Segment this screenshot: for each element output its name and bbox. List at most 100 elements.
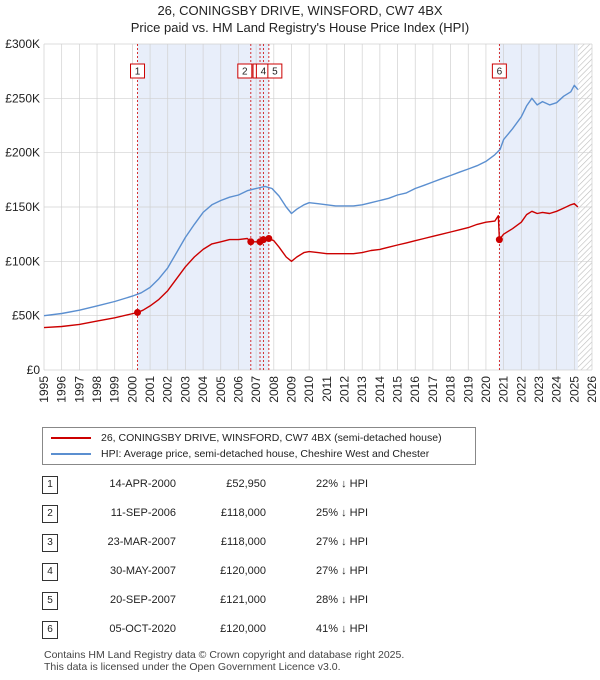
marker-label-box bbox=[130, 63, 146, 79]
x-tick-label: 2008 bbox=[267, 376, 281, 403]
x-tick-label: 2016 bbox=[408, 376, 422, 403]
sale-point bbox=[265, 235, 273, 243]
row-date: 05-OCT-2020 bbox=[109, 623, 176, 635]
legend-swatch-hpi bbox=[51, 453, 91, 455]
table-row: 3 23-MAR-2007 £118,000 27% ↓ HPI bbox=[42, 534, 422, 554]
marker-label: 2 bbox=[242, 67, 248, 78]
footer-line1: Contains HM Land Registry data © Crown c… bbox=[44, 649, 405, 661]
x-tick-label: 2004 bbox=[196, 376, 210, 403]
row-number: 2 bbox=[42, 505, 58, 523]
row-price: £118,000 bbox=[220, 507, 266, 519]
x-tick-label: 2014 bbox=[373, 376, 387, 403]
table-row: 1 14-APR-2000 £52,950 22% ↓ HPI bbox=[42, 476, 422, 496]
row-hpi-diff: 25% ↓ HPI bbox=[316, 507, 368, 519]
row-price: £121,000 bbox=[220, 594, 266, 606]
x-tick-label: 2010 bbox=[302, 376, 316, 403]
chart-series bbox=[43, 84, 579, 329]
x-tick-label: 1999 bbox=[108, 376, 122, 403]
x-tick-label: 2018 bbox=[444, 376, 458, 403]
chart-legend: 26, CONINGSBY DRIVE, WINSFORD, CW7 4BX (… bbox=[42, 427, 476, 465]
row-hpi-diff: 22% ↓ HPI bbox=[316, 478, 368, 490]
y-tick-label: £50K bbox=[12, 309, 40, 323]
x-tick-label: 1997 bbox=[72, 376, 86, 403]
x-tick-label: 2023 bbox=[532, 376, 546, 403]
legend-item-hpi: HPI: Average price, semi-detached house,… bbox=[51, 446, 429, 462]
chart-title-line2: Price paid vs. HM Land Registry's House … bbox=[130, 20, 470, 35]
sale-point bbox=[247, 238, 255, 246]
x-tick-label: 1998 bbox=[90, 376, 104, 403]
x-tick-label: 1996 bbox=[55, 376, 69, 403]
table-row: 4 30-MAY-2007 £120,000 27% ↓ HPI bbox=[42, 563, 422, 583]
x-tick-label: 2013 bbox=[355, 376, 369, 403]
x-tick-label: 2006 bbox=[231, 376, 245, 403]
x-tick-label: 2005 bbox=[214, 376, 228, 403]
y-tick-label: £150K bbox=[5, 200, 40, 214]
row-hpi-diff: 28% ↓ HPI bbox=[316, 594, 368, 606]
chart-markers: 123456 bbox=[130, 63, 507, 316]
row-number: 1 bbox=[42, 476, 58, 494]
marker-label: 5 bbox=[272, 67, 278, 78]
row-date: 14-APR-2000 bbox=[109, 478, 176, 490]
legend-swatch-property bbox=[51, 437, 91, 439]
x-tick-label: 2019 bbox=[461, 376, 475, 403]
x-tick-label: 2011 bbox=[320, 376, 334, 402]
row-date: 30-MAY-2007 bbox=[109, 565, 176, 577]
x-tick-label: 2000 bbox=[125, 376, 139, 403]
row-number: 5 bbox=[42, 592, 58, 610]
chart-grid bbox=[43, 43, 593, 371]
row-date: 20-SEP-2007 bbox=[109, 594, 176, 606]
row-number: 4 bbox=[42, 563, 58, 581]
x-tick-label: 2022 bbox=[514, 376, 528, 403]
x-tick-label: 2017 bbox=[426, 376, 440, 403]
row-number: 3 bbox=[42, 534, 58, 552]
marker-label: 1 bbox=[135, 67, 141, 78]
row-hpi-diff: 41% ↓ HPI bbox=[316, 623, 368, 635]
y-tick-label: £100K bbox=[5, 254, 40, 268]
x-tick-label: 1995 bbox=[37, 376, 51, 403]
row-date: 11-SEP-2006 bbox=[110, 507, 176, 519]
table-row: 6 05-OCT-2020 £120,000 41% ↓ HPI bbox=[42, 621, 422, 641]
chart-title: 26, CONINGSBY DRIVE, WINSFORD, CW7 4BX P… bbox=[0, 2, 600, 36]
x-tick-label: 2025 bbox=[567, 376, 581, 403]
legend-label-hpi: HPI: Average price, semi-detached house,… bbox=[101, 448, 430, 460]
x-tick-label: 2020 bbox=[479, 376, 493, 403]
hpi-line bbox=[43, 84, 579, 317]
row-date: 23-MAR-2007 bbox=[107, 536, 176, 548]
footer-line2: This data is licensed under the Open Gov… bbox=[44, 661, 341, 673]
sale-point bbox=[259, 236, 267, 244]
table-row: 2 11-SEP-2006 £118,000 25% ↓ HPI bbox=[42, 505, 422, 525]
row-price: £120,000 bbox=[220, 623, 266, 635]
x-tick-label: 2009 bbox=[284, 376, 298, 403]
x-tick-label: 2002 bbox=[161, 376, 175, 403]
marker-label-box bbox=[491, 63, 507, 79]
marker-label-box bbox=[237, 63, 253, 79]
y-tick-label: £300K bbox=[5, 37, 40, 51]
footer: Contains HM Land Registry data © Crown c… bbox=[44, 649, 404, 673]
row-hpi-diff: 27% ↓ HPI bbox=[316, 565, 368, 577]
table-row: 5 20-SEP-2007 £121,000 28% ↓ HPI bbox=[42, 592, 422, 612]
marker-label: 6 bbox=[497, 67, 503, 78]
x-tick-label: 2021 bbox=[497, 376, 511, 403]
y-tick-label: £200K bbox=[5, 146, 40, 160]
row-price: £118,000 bbox=[220, 536, 266, 548]
x-tick-label: 2026 bbox=[585, 376, 599, 403]
y-tick-label: £250K bbox=[5, 91, 40, 105]
row-price: £52,950 bbox=[226, 478, 266, 490]
row-hpi-diff: 27% ↓ HPI bbox=[316, 536, 368, 548]
chart-title-line1: 26, CONINGSBY DRIVE, WINSFORD, CW7 4BX bbox=[157, 3, 443, 18]
property-line bbox=[43, 202, 579, 329]
x-tick-label: 2015 bbox=[391, 376, 405, 403]
marker-label-box bbox=[267, 63, 283, 79]
x-tick-label: 2012 bbox=[338, 376, 352, 403]
x-tick-label: 2024 bbox=[550, 376, 564, 403]
x-tick-label: 2001 bbox=[143, 376, 157, 403]
marker-label: 4 bbox=[261, 67, 267, 78]
x-tick-label: 2007 bbox=[249, 376, 263, 403]
x-tick-label: 2003 bbox=[178, 376, 192, 403]
sale-point bbox=[495, 236, 503, 244]
legend-item-property: 26, CONINGSBY DRIVE, WINSFORD, CW7 4BX (… bbox=[51, 430, 442, 446]
row-number: 6 bbox=[42, 621, 58, 639]
y-tick-label: £0 bbox=[27, 363, 41, 377]
